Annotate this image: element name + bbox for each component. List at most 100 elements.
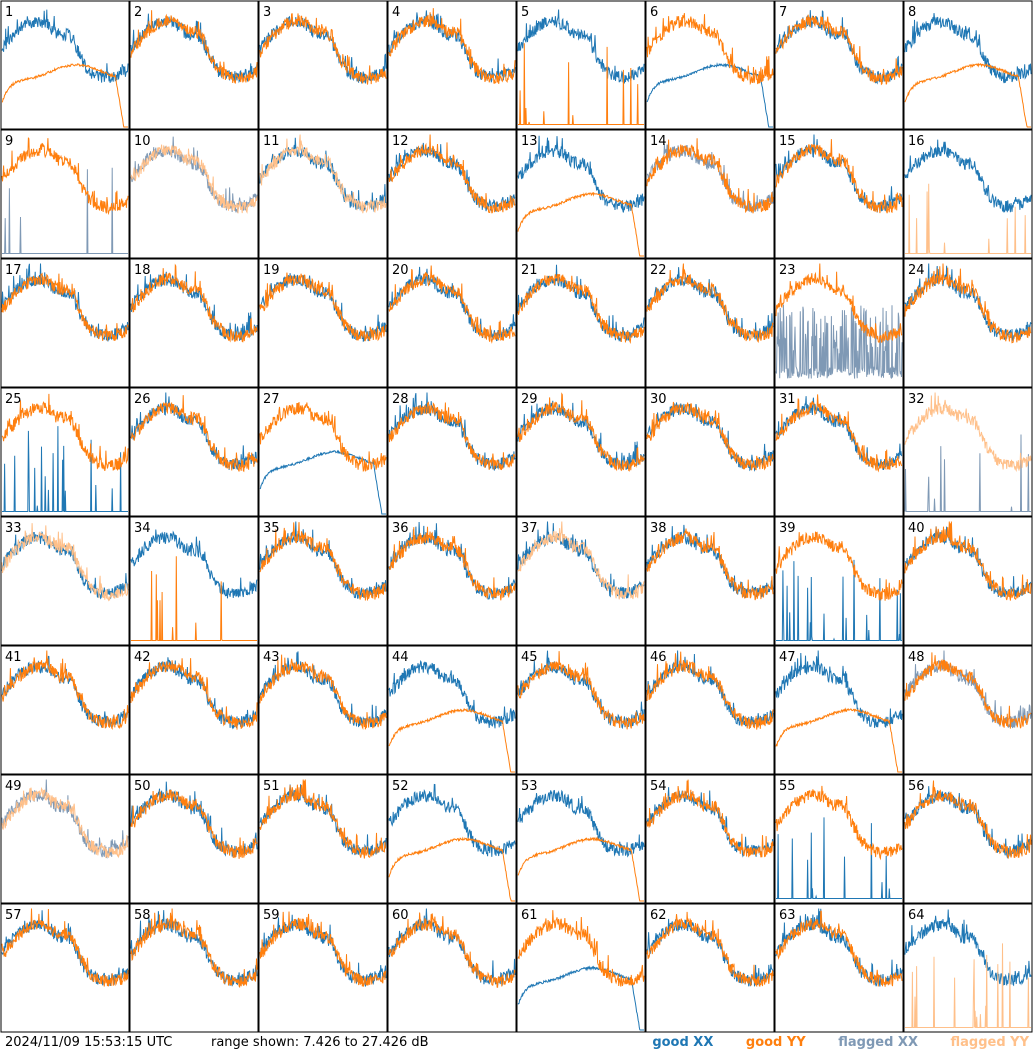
panel-label: 62 <box>650 908 667 923</box>
panel-frame <box>0 516 130 646</box>
panel-44: 44 <box>387 645 517 775</box>
series-yy-good <box>259 911 387 987</box>
panel-15: 15 <box>774 129 904 259</box>
series-yy-good <box>130 908 258 989</box>
panel-4: 4 <box>387 0 517 130</box>
series-xx-good <box>646 62 773 128</box>
series-yy-good <box>130 395 258 473</box>
series-xx-good <box>646 650 774 728</box>
panel-24: 24 <box>903 258 1033 388</box>
panel-frame <box>0 0 130 130</box>
panel-34: 34 <box>129 516 259 646</box>
panel-label: 19 <box>263 263 280 278</box>
panel-42: 42 <box>129 645 259 775</box>
panel-frame <box>516 645 646 775</box>
panel-label: 50 <box>134 779 151 794</box>
panel-label: 17 <box>5 263 22 278</box>
legend-flagged-yy: flagged YY <box>950 1035 1030 1050</box>
series-yy-good <box>518 43 644 125</box>
panel-frame <box>903 645 1033 775</box>
series-yy-good <box>904 521 1032 601</box>
panel-31: 31 <box>774 387 904 517</box>
series-xx-flagged <box>2 167 128 254</box>
panel-2: 2 <box>129 0 259 130</box>
panel-label: 47 <box>779 650 796 665</box>
series-yy-good <box>517 836 644 902</box>
series-yy-good <box>646 651 774 730</box>
panel-label: 37 <box>521 521 538 536</box>
panel-label: 54 <box>650 779 667 794</box>
panel-43: 43 <box>258 645 388 775</box>
panel-frame <box>645 258 775 388</box>
panel-40: 40 <box>903 516 1033 646</box>
panel-55: 55 <box>774 774 904 904</box>
series-xx-good <box>259 273 387 343</box>
panel-frame <box>129 774 259 904</box>
panel-59: 59 <box>258 903 388 1033</box>
legend-good-xx: good XX <box>652 1035 714 1050</box>
legend: good XX good YY flagged XX flagged YY <box>624 1035 1029 1050</box>
series-yy-good <box>388 265 516 344</box>
panel-frame <box>129 129 259 259</box>
panel-label: 55 <box>779 779 796 794</box>
panel-frame <box>129 0 259 130</box>
panel-frame <box>516 258 646 388</box>
series-xx-good <box>517 965 644 1031</box>
panel-27: 27 <box>258 387 388 517</box>
panel-28: 28 <box>387 387 517 517</box>
panel-label: 15 <box>779 134 796 149</box>
series-xx-good <box>517 789 645 858</box>
panel-47: 47 <box>774 645 904 775</box>
series-yy-good <box>1 63 128 128</box>
panel-frame <box>903 258 1033 388</box>
panel-label: 43 <box>263 650 280 665</box>
panel-label: 29 <box>521 392 538 407</box>
series-yy-good <box>646 528 774 601</box>
panel-label: 1 <box>5 5 13 20</box>
panel-frame <box>387 258 517 388</box>
series-xx-good <box>388 783 516 857</box>
panel-label: 44 <box>392 650 409 665</box>
series-yy-good <box>517 191 644 257</box>
series-xx-good <box>388 266 516 342</box>
panel-label: 10 <box>134 134 151 149</box>
panel-label: 56 <box>908 779 925 794</box>
panel-frame <box>645 387 775 517</box>
panel-20: 20 <box>387 258 517 388</box>
series-xx-good <box>775 396 903 470</box>
series-yy-flagged <box>1 786 129 859</box>
panel-label: 53 <box>521 779 538 794</box>
panel-frame <box>387 0 517 130</box>
panel-45: 45 <box>516 645 646 775</box>
panel-frame <box>516 129 646 259</box>
series-yy-good <box>130 658 258 730</box>
panel-frame <box>0 129 130 259</box>
panel-frame <box>516 0 646 130</box>
panel-label: 48 <box>908 650 925 665</box>
series-yy-good <box>646 138 774 214</box>
panel-62: 62 <box>645 903 775 1033</box>
panel-label: 36 <box>392 521 409 536</box>
panel-7: 7 <box>774 0 904 130</box>
panel-frame <box>258 0 388 130</box>
panel-22: 22 <box>645 258 775 388</box>
series-yy-good <box>388 707 515 773</box>
panel-frame <box>258 129 388 259</box>
panel-frame <box>258 387 388 517</box>
series-yy-good <box>904 780 1032 860</box>
series-yy-good <box>775 785 903 861</box>
panel-5: 5 <box>516 0 646 130</box>
panel-label: 18 <box>134 263 151 278</box>
panel-39: 39 <box>774 516 904 646</box>
panel-frame <box>129 645 259 775</box>
panel-21: 21 <box>516 258 646 388</box>
series-yy-good <box>259 13 387 85</box>
panel-label: 51 <box>263 779 280 794</box>
series-yy-good <box>130 10 258 84</box>
panel-38: 38 <box>645 516 775 646</box>
panel-17: 17 <box>0 258 130 388</box>
series-yy-good <box>388 526 516 601</box>
series-yy-good <box>517 651 645 730</box>
panel-label: 6 <box>650 5 658 20</box>
series-yy-good <box>775 910 903 987</box>
